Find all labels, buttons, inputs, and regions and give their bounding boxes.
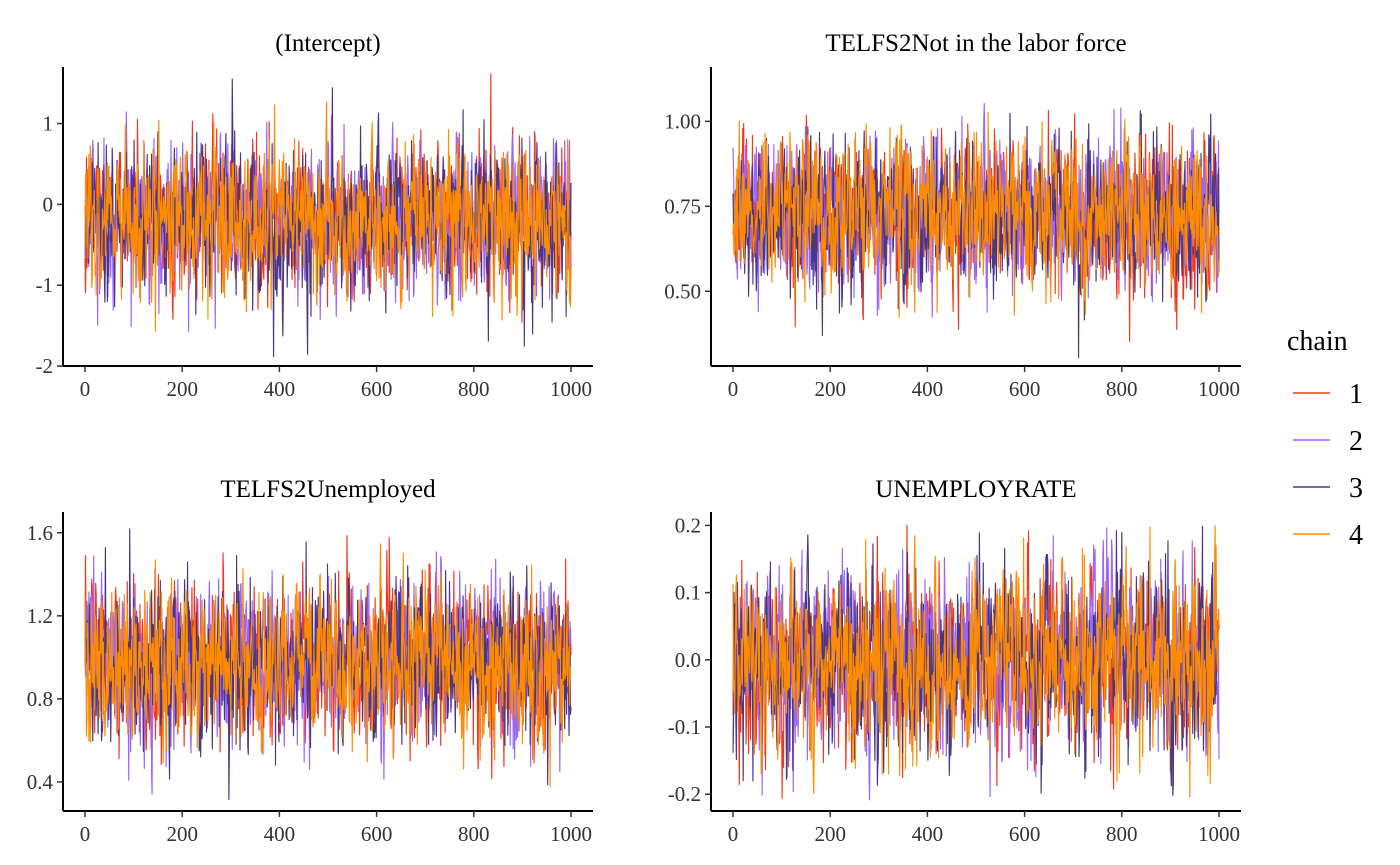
- y-tick-label: -2: [36, 354, 54, 378]
- panel-title: TELFS2Unemployed: [220, 476, 436, 503]
- legend-title: chain: [1287, 326, 1348, 357]
- traces: [732, 102, 1220, 359]
- x-tick-label: 1000: [550, 377, 592, 401]
- traces: [84, 73, 572, 358]
- y-tick-label: 0.75: [664, 194, 701, 218]
- y-tick-label: -0.2: [668, 782, 701, 806]
- x-tick-label: 200: [814, 377, 846, 401]
- y-tick-label: 1.6: [27, 521, 53, 545]
- x-tick-label: 200: [814, 822, 846, 846]
- legend-label-chain-4: 4: [1349, 520, 1363, 551]
- chain-3-trace: [84, 78, 572, 358]
- x-tick-label: 600: [1009, 822, 1041, 846]
- trace-panel-2: TELFS2Not in the labor force 0 200 400 600 80…: [664, 30, 1241, 401]
- x-tick-label: 200: [166, 377, 198, 401]
- trace-panel-3: TELFS2Unemployed 0 200 400 600 800 1000 0.4 0.8 1…: [27, 476, 593, 846]
- y-tick-label: 0.2: [675, 513, 701, 537]
- legend-label-chain-2: 2: [1349, 426, 1363, 457]
- x-tick-label: 800: [1106, 822, 1138, 846]
- x-tick-label: 800: [1106, 377, 1138, 401]
- x-tick-label: 0: [80, 377, 91, 401]
- panel-title: UNEMPLOYRATE: [875, 476, 1076, 503]
- y-tick-label: 0.8: [27, 687, 53, 711]
- y-tick-label: -0.1: [668, 715, 701, 739]
- traces: [732, 524, 1220, 801]
- chain-4-trace: [84, 101, 572, 332]
- panel-title: (Intercept): [275, 30, 380, 57]
- x-tick-label: 0: [728, 822, 739, 846]
- trace-panel-1: (Intercept) 0 200 400 600 800 1000 -2 -1 0 1: [36, 30, 593, 401]
- y-tick-label: 1: [43, 112, 54, 136]
- x-tick-label: 600: [1009, 377, 1041, 401]
- x-tick-label: 400: [912, 822, 944, 846]
- x-tick-label: 0: [728, 377, 739, 401]
- legend-label-chain-3: 3: [1349, 473, 1363, 504]
- x-tick-label: 400: [264, 377, 296, 401]
- chain-4-trace: [84, 543, 572, 787]
- x-tick-label: 1000: [1198, 822, 1240, 846]
- x-tick-label: 800: [458, 377, 490, 401]
- y-tick-label: -1: [36, 273, 54, 297]
- y-tick-label: 0.50: [664, 279, 701, 303]
- y-tick-label: 0.0: [675, 648, 701, 672]
- y-tick-label: 0: [43, 192, 54, 216]
- x-tick-label: 400: [264, 822, 296, 846]
- x-tick-label: 600: [361, 377, 393, 401]
- chain-4-trace: [732, 525, 1220, 798]
- x-tick-label: 800: [458, 822, 490, 846]
- y-tick-label: 1.2: [27, 604, 53, 628]
- trace-panel-4: UNEMPLOYRATE 0 200 400 600 800 1000 -0.2 -0.1 0.0…: [668, 476, 1241, 846]
- x-tick-label: 0: [80, 822, 91, 846]
- chain-4-trace: [732, 111, 1220, 318]
- x-tick-label: 200: [166, 822, 198, 846]
- y-tick-label: 0.4: [27, 770, 54, 794]
- y-tick-label: 1.00: [664, 109, 701, 133]
- panel-title: TELFS2Not in the labor force: [825, 30, 1126, 57]
- x-tick-label: 400: [912, 377, 944, 401]
- x-tick-label: 1000: [1198, 377, 1240, 401]
- x-tick-label: 600: [361, 822, 393, 846]
- x-tick-label: 1000: [550, 822, 592, 846]
- y-tick-label: 0.1: [675, 581, 701, 605]
- traces: [84, 528, 572, 801]
- legend-label-chain-1: 1: [1349, 379, 1363, 410]
